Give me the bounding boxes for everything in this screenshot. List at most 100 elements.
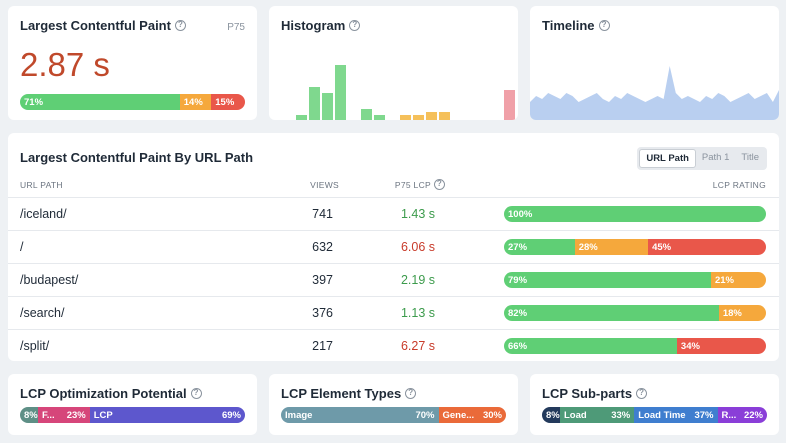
- element-types-card: LCP Element Types ? Image 70% Gene... 30%: [269, 374, 518, 435]
- segment-value: 69%: [221, 409, 241, 421]
- help-icon[interactable]: ?: [190, 388, 202, 399]
- toggle-path-1[interactable]: Path 1: [701, 152, 730, 163]
- segment-label: 82%: [508, 307, 528, 319]
- segment-label: 21%: [714, 274, 734, 286]
- help-icon[interactable]: ?: [174, 20, 186, 31]
- row-lcp: 2.19 s: [400, 273, 435, 287]
- segment-value: 70%: [415, 409, 435, 421]
- row-rating-bar: 79% 21%: [504, 272, 766, 288]
- row-views: 397: [312, 273, 333, 287]
- histogram-bar: [361, 109, 372, 120]
- bar-segment: 82%: [504, 305, 719, 321]
- table-title: Largest Contentful Paint By URL Path: [20, 150, 253, 165]
- segment-label: 15%: [215, 96, 235, 108]
- col-header-path-text: URL PATH: [20, 180, 63, 190]
- segment-label: F...: [42, 409, 55, 421]
- row-rating-bar: 100%: [504, 206, 766, 222]
- optimization-card: LCP Optimization Potential ? 8% F... 23% LC…: [8, 374, 257, 435]
- bar-segment: 100%: [504, 206, 766, 222]
- histogram-bar: [439, 111, 450, 120]
- histogram-bar: [374, 114, 385, 120]
- help-icon[interactable]: ?: [405, 388, 417, 399]
- toggle-url-path[interactable]: URL Path: [639, 149, 696, 168]
- help-icon[interactable]: ?: [349, 20, 361, 31]
- segment-label: 100%: [508, 208, 533, 220]
- table-row[interactable]: /search/ 376 1.13 s 82% 18%: [8, 296, 779, 329]
- col-header-views-text: VIEWS: [310, 180, 339, 190]
- histogram-chart[interactable]: [295, 65, 516, 120]
- bar-segment: 8%: [542, 407, 560, 423]
- row-views: 376: [312, 306, 333, 320]
- histogram-card: Histogram ?: [269, 6, 518, 120]
- table-row[interactable]: / 632 6.06 s 27% 28% 45%: [8, 230, 779, 263]
- help-icon[interactable]: ?: [434, 179, 445, 190]
- help-icon[interactable]: ?: [598, 20, 610, 31]
- segment-label: 8%: [546, 409, 560, 421]
- segment-label: Gene...: [442, 409, 475, 421]
- segment-value: 30%: [482, 409, 502, 421]
- histogram-bar: [426, 111, 437, 120]
- bar-segment: Gene... 30%: [438, 407, 506, 423]
- bar-segment: Image 70%: [281, 407, 439, 423]
- segment-label: LCP: [93, 409, 113, 421]
- bar-segment: R... 22%: [717, 407, 767, 423]
- group-by-toggle: URL Path Path 1 Title: [637, 147, 767, 170]
- segment-label: 14%: [183, 96, 203, 108]
- bar-segment: 28%: [574, 239, 649, 255]
- subparts-bar[interactable]: 8% Load 33% Load Time 37% R... 22%: [542, 407, 767, 423]
- row-path[interactable]: /: [20, 240, 24, 254]
- histogram-bar: [413, 114, 424, 120]
- bar-segment: 15%: [211, 94, 245, 110]
- timeline-title: Timeline ?: [542, 18, 610, 33]
- col-header-path[interactable]: URL PATH: [20, 180, 63, 190]
- bar-segment: 79%: [504, 272, 711, 288]
- bar-segment: 66%: [504, 338, 677, 354]
- lcp-title-text: Largest Contentful Paint: [20, 18, 171, 33]
- bar-segment: 45%: [648, 239, 766, 255]
- segment-label: 79%: [508, 274, 528, 286]
- lcp-card-title: Largest Contentful Paint ?: [20, 18, 186, 33]
- toggle-title[interactable]: Title: [741, 152, 759, 163]
- col-header-rating[interactable]: LCP RATING: [713, 180, 766, 190]
- table-row[interactable]: /split/ 217 6.27 s 66% 34%: [8, 329, 779, 361]
- bar-segment: 34%: [676, 338, 766, 354]
- timeline-area: [530, 66, 779, 120]
- bar-segment: 27%: [504, 239, 575, 255]
- col-header-rating-text: LCP RATING: [712, 180, 766, 190]
- segment-label: Image: [285, 409, 313, 421]
- segment-label: 18%: [722, 307, 742, 319]
- col-header-views[interactable]: VIEWS: [310, 180, 339, 190]
- table-row[interactable]: /iceland/ 741 1.43 s 100%: [8, 197, 779, 230]
- row-path[interactable]: /split/: [20, 339, 50, 353]
- segment-label: R...: [721, 409, 737, 421]
- bar-segment: Load 33%: [560, 407, 635, 423]
- segment-label: 66%: [508, 340, 528, 352]
- segment-value: 33%: [611, 409, 631, 421]
- table-title-text: Largest Contentful Paint By URL Path: [20, 150, 254, 165]
- element-types-title-text: LCP Element Types: [281, 386, 402, 401]
- row-path[interactable]: /budapest/: [20, 273, 79, 287]
- row-rating-bar: 66% 34%: [504, 338, 766, 354]
- segment-label: 71%: [24, 96, 44, 108]
- bar-segment: F... 23%: [38, 407, 90, 423]
- bar-segment: LCP 69%: [89, 407, 245, 423]
- row-views: 741: [312, 207, 333, 221]
- segment-label: Load: [564, 409, 587, 421]
- table-row[interactable]: /budapest/ 397 2.19 s 79% 21%: [8, 263, 779, 296]
- lcp-rating-bar[interactable]: 71% 14% 15%: [20, 94, 245, 110]
- help-icon[interactable]: ?: [636, 388, 648, 399]
- col-header-lcp[interactable]: P75 LCP ?: [395, 179, 445, 190]
- timeline-chart[interactable]: [530, 60, 779, 120]
- segment-value: 22%: [743, 409, 763, 421]
- segment-label: 28%: [578, 241, 598, 253]
- row-path[interactable]: /iceland/: [20, 207, 67, 221]
- bar-segment: 14%: [179, 94, 212, 110]
- histogram-bar: [309, 87, 320, 120]
- subparts-title: LCP Sub-parts ?: [542, 386, 648, 401]
- segment-value: 23%: [66, 409, 86, 421]
- col-header-lcp-text: P75 LCP: [394, 179, 431, 190]
- optimization-bar[interactable]: 8% F... 23% LCP 69%: [20, 407, 245, 423]
- subparts-card: LCP Sub-parts ? 8% Load 33% Load Time 37% R..…: [530, 374, 779, 435]
- row-path[interactable]: /search/: [20, 306, 65, 320]
- element-types-bar[interactable]: Image 70% Gene... 30%: [281, 407, 506, 423]
